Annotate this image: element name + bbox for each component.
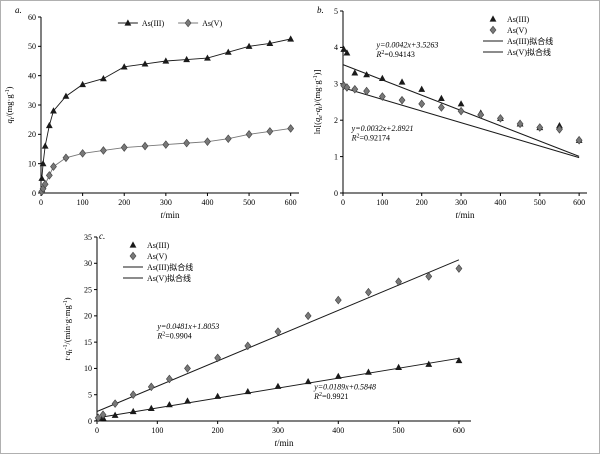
chart-c-pseudo-second-order <box>59 227 483 453</box>
chart-b-pseudo-first-order <box>309 1 599 225</box>
chart-a-qt-vs-time <box>1 1 309 225</box>
